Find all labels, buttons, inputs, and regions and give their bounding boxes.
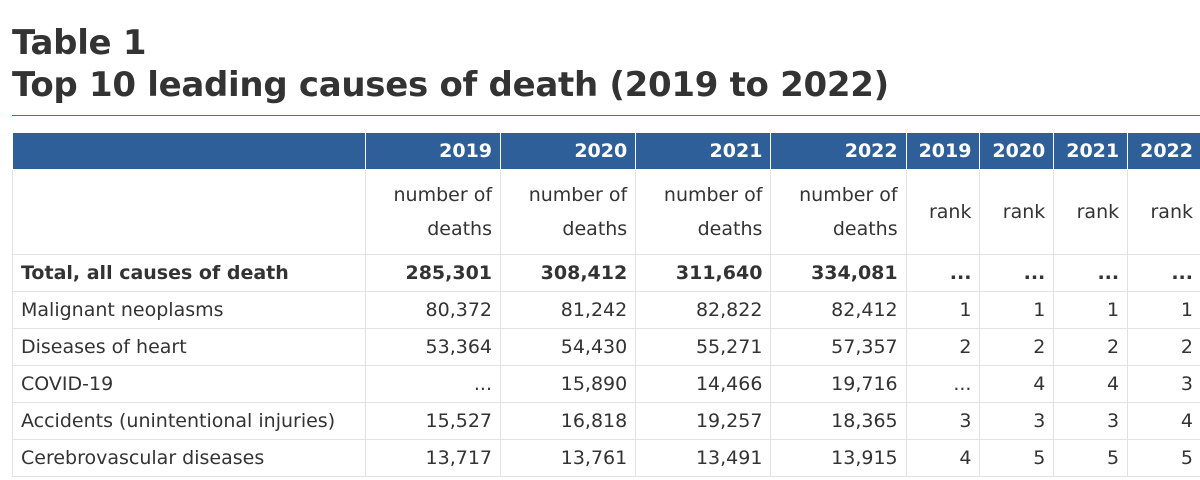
year-header-deaths-2021: 2021 [635,133,772,170]
table-number: Table 1 [12,23,147,63]
table-row: Malignant neoplasms 80,372 81,242 82,822… [12,291,1200,329]
table-cell: 5 [1053,439,1129,477]
row-label: Accidents (unintentional injuries) [12,402,366,440]
year-header-row: 2019 2020 2021 2022 2019 2020 2021 2022 [12,133,1200,170]
year-header-rank-2020: 2020 [979,133,1055,170]
table-cell: 82,412 [770,291,907,329]
table-title: Top 10 leading causes of death (2019 to … [12,65,889,105]
table-cell: 82,822 [635,291,772,329]
year-header-rank-2019: 2019 [905,133,981,170]
table-cell: 1 [1053,291,1129,329]
unit-header-rank: rank [979,169,1055,255]
row-label: Total, all causes of death [12,254,366,292]
table-cell: 1 [905,291,981,329]
table-cell: 81,242 [500,291,637,329]
table-cell: 54,430 [500,328,637,366]
table-cell: 19,716 [770,365,907,403]
table-cell: ... [1127,254,1200,292]
row-label: Cerebrovascular diseases [12,439,366,477]
row-label: Diseases of heart [12,328,366,366]
table-row: Total, all causes of death 285,301 308,4… [12,254,1200,292]
table-cell: 311,640 [635,254,772,292]
table-cell: 2 [979,328,1055,366]
table-cell: 285,301 [364,254,502,292]
table-row: Diseases of heart 53,364 54,430 55,271 5… [12,328,1200,366]
table-cell: 53,364 [364,328,502,366]
unit-text: number of [663,184,763,206]
table-cell: 18,365 [770,402,907,440]
table-cell: 55,271 [635,328,772,366]
table-cell: 4 [905,439,981,477]
unit-header-rank: rank [1053,169,1129,255]
table-cell: 16,818 [500,402,637,440]
table-cell: 57,357 [770,328,907,366]
year-header-rank-2022: 2022 [1127,133,1200,170]
row-label: COVID-19 [12,365,366,403]
table-cell: 3 [905,402,981,440]
title-divider [12,115,1200,116]
unit-header-row: number of deaths number of deaths number o… [12,169,1200,255]
table-cell: 13,915 [770,439,907,477]
table-cell: 3 [1127,365,1200,403]
table-cell: ... [364,365,502,403]
table-cell: 308,412 [500,254,637,292]
year-header-deaths-2022: 2022 [770,133,907,170]
table-cell: ... [905,254,981,292]
table-cell: 2 [1053,328,1129,366]
unit-header-deaths: number of deaths [364,169,502,255]
unit-text: deaths [427,218,493,240]
causes-of-death-table: 2019 2020 2021 2022 2019 2020 2021 2022 … [12,133,1200,477]
table-cell: 1 [979,291,1055,329]
table-cell: 13,491 [635,439,772,477]
table-cell: 4 [1127,402,1200,440]
table-cell: ... [979,254,1055,292]
table-cell: 5 [1127,439,1200,477]
unit-header-rank: rank [1127,169,1200,255]
unit-header-deaths: number of deaths [635,169,772,255]
year-header-deaths-2019: 2019 [364,133,502,170]
table-cell: 15,890 [500,365,637,403]
unit-text: number of [528,184,628,206]
table-cell: 15,527 [364,402,502,440]
table-cell: 4 [979,365,1055,403]
table-cell: 1 [1127,291,1200,329]
table-cell: 14,466 [635,365,772,403]
unit-text: deaths [697,218,763,240]
table-cell: 3 [979,402,1055,440]
table-cell: 334,081 [770,254,907,292]
unit-stub-header [12,169,366,255]
year-header-deaths-2020: 2020 [500,133,637,170]
table-cell: 2 [905,328,981,366]
table-row: COVID-19 ... 15,890 14,466 19,716 ... 4 … [12,365,1200,403]
table-cell: ... [905,365,981,403]
table-cell: 13,717 [364,439,502,477]
table-cell: 2 [1127,328,1200,366]
table-cell: 80,372 [364,291,502,329]
unit-text: deaths [832,218,898,240]
unit-header-deaths: number of deaths [500,169,637,255]
unit-header-rank: rank [905,169,981,255]
unit-header-deaths: number of deaths [770,169,907,255]
unit-text: number of [393,184,493,206]
year-header-rank-2021: 2021 [1053,133,1129,170]
row-label: Malignant neoplasms [12,291,366,329]
table-cell: 3 [1053,402,1129,440]
table-cell: 13,761 [500,439,637,477]
table-cell: ... [1053,254,1129,292]
table-caption: Table 1 Top 10 leading causes of death (… [12,22,889,106]
table-cell: 19,257 [635,402,772,440]
table-cell: 5 [979,439,1055,477]
unit-text: deaths [562,218,628,240]
unit-text: number of [799,184,898,206]
table-row: Cerebrovascular diseases 13,717 13,761 1… [12,439,1200,477]
table-cell: 4 [1053,365,1129,403]
table-row: Accidents (unintentional injuries) 15,52… [12,402,1200,440]
stub-header [12,133,366,170]
